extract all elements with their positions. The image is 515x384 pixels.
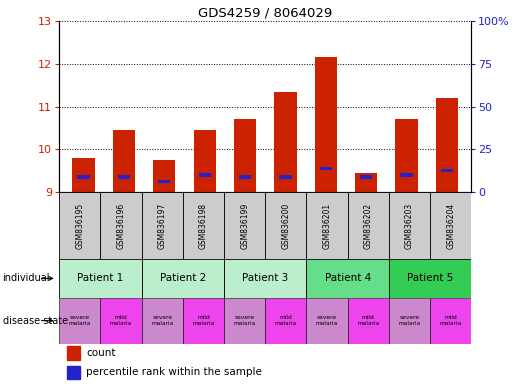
Text: Patient 3: Patient 3 <box>242 273 288 283</box>
Text: Patient 4: Patient 4 <box>324 273 371 283</box>
Text: GSM836202: GSM836202 <box>364 202 373 249</box>
Text: Patient 5: Patient 5 <box>407 273 453 283</box>
Bar <box>100 298 142 344</box>
Text: GSM836196: GSM836196 <box>116 202 126 249</box>
Text: GSM836195: GSM836195 <box>75 202 84 249</box>
Text: GSM836197: GSM836197 <box>158 202 167 249</box>
Text: individual: individual <box>3 273 50 283</box>
Bar <box>100 192 142 259</box>
Bar <box>158 180 170 183</box>
Text: severe
malaria: severe malaria <box>233 315 256 326</box>
Bar <box>77 175 90 179</box>
Text: severe
malaria: severe malaria <box>316 315 338 326</box>
Bar <box>279 175 291 179</box>
Bar <box>224 192 265 259</box>
Bar <box>389 192 430 259</box>
Bar <box>234 119 256 192</box>
Bar <box>198 173 211 177</box>
Bar <box>153 160 175 192</box>
Bar <box>441 169 453 172</box>
Bar <box>306 192 348 259</box>
Bar <box>59 298 100 344</box>
Bar <box>274 92 297 192</box>
Bar <box>194 130 216 192</box>
Text: GSM836203: GSM836203 <box>405 202 414 249</box>
Text: Patient 2: Patient 2 <box>160 273 206 283</box>
Bar <box>389 259 471 298</box>
Bar <box>67 346 80 360</box>
Text: GSM836201: GSM836201 <box>322 202 332 249</box>
Bar <box>348 192 389 259</box>
Text: mild
malaria: mild malaria <box>357 315 380 326</box>
Bar <box>360 175 372 179</box>
Bar <box>265 192 306 259</box>
Bar <box>355 173 377 192</box>
Bar <box>67 366 80 379</box>
Text: count: count <box>86 348 115 358</box>
Bar <box>306 259 389 298</box>
Text: GSM836198: GSM836198 <box>199 202 208 249</box>
Bar <box>118 175 130 179</box>
Bar <box>265 298 306 344</box>
Text: GSM836199: GSM836199 <box>240 202 249 249</box>
Text: percentile rank within the sample: percentile rank within the sample <box>86 367 262 377</box>
Text: severe
malaria: severe malaria <box>398 315 421 326</box>
Bar <box>320 167 332 170</box>
Bar <box>72 158 95 192</box>
Text: GSM836204: GSM836204 <box>446 202 455 249</box>
Bar <box>59 192 100 259</box>
Bar <box>224 298 265 344</box>
Bar <box>142 298 183 344</box>
Bar <box>239 175 251 179</box>
Bar <box>396 119 418 192</box>
Bar <box>401 173 413 177</box>
Text: severe
malaria: severe malaria <box>151 315 174 326</box>
Text: severe
malaria: severe malaria <box>68 315 91 326</box>
Bar <box>430 298 471 344</box>
Bar <box>389 298 430 344</box>
Bar <box>183 192 224 259</box>
Text: mild
malaria: mild malaria <box>192 315 215 326</box>
Bar <box>142 259 224 298</box>
Text: mild
malaria: mild malaria <box>439 315 462 326</box>
Bar <box>348 298 389 344</box>
Bar <box>183 298 224 344</box>
Text: GSM836200: GSM836200 <box>281 202 290 249</box>
Bar <box>113 130 135 192</box>
Bar <box>436 98 458 192</box>
Bar <box>315 58 337 192</box>
Text: mild
malaria: mild malaria <box>110 315 132 326</box>
Text: disease state: disease state <box>3 316 67 326</box>
Bar <box>430 192 471 259</box>
Text: mild
malaria: mild malaria <box>274 315 297 326</box>
Bar <box>306 298 348 344</box>
Bar <box>59 259 142 298</box>
Bar <box>224 259 306 298</box>
Title: GDS4259 / 8064029: GDS4259 / 8064029 <box>198 7 332 20</box>
Bar <box>142 192 183 259</box>
Text: Patient 1: Patient 1 <box>77 273 124 283</box>
